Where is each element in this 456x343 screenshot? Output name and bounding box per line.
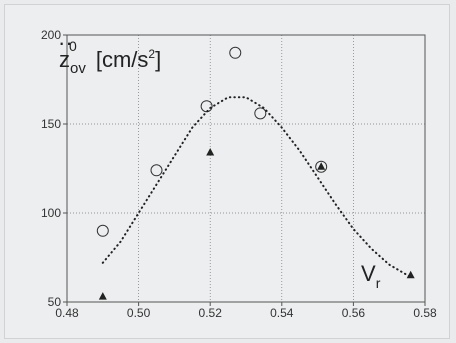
y-axis-label-unit-close: ] [155, 47, 161, 72]
data-point-triangle [406, 270, 415, 279]
y-tick-label: 150 [41, 117, 61, 131]
chart-frame: 0.48 0.50 0.52 0.54 0.56 0.58 50 100 150 200 zov [… [4, 4, 450, 339]
data-point-circle [315, 160, 328, 173]
y-axis-label-superscript: 0 [69, 38, 77, 54]
y-tick-label: 50 [48, 295, 62, 309]
y-tick-label: 200 [41, 28, 61, 42]
y-tick-label: 100 [41, 206, 61, 220]
x-axis-label: Vr [361, 261, 381, 291]
x-tick-label: 0.48 [55, 306, 79, 320]
y-axis-label: zov [cm/s2] [59, 47, 161, 77]
data-point-triangle [317, 162, 326, 170]
chart: 0.48 0.50 0.52 0.54 0.56 0.58 50 100 150 200 zov [… [41, 28, 437, 320]
x-tick-label: 0.58 [413, 306, 437, 320]
x-tick-label: 0.56 [342, 306, 366, 320]
data-point-circle [229, 46, 242, 59]
data-point-triangle [206, 147, 215, 156]
x-axis-label-main: V [361, 261, 376, 286]
y-axis-label-accent: ·· [58, 30, 73, 55]
data-point-circle [96, 224, 109, 237]
y-axis-label-unit-power: 2 [148, 47, 155, 61]
plot-area [66, 34, 426, 303]
data-point-circle [254, 107, 267, 120]
fit-curve-line [101, 96, 412, 279]
data-point-triangle [98, 292, 107, 300]
y-axis-label-subscript: ov [70, 60, 86, 77]
data-point-circle [150, 164, 163, 177]
x-tick-label: 0.50 [127, 306, 151, 320]
y-axis-label-unit: [cm/s [96, 47, 149, 72]
axis-ticks: 0.48 0.50 0.52 0.54 0.56 0.58 50 100 150 200 [41, 28, 437, 320]
data-point-circle [200, 100, 213, 113]
y-axis-label-main: z [59, 47, 70, 72]
x-axis-label-subscript: r [376, 275, 381, 291]
x-tick-label: 0.54 [270, 306, 294, 320]
x-tick-label: 0.52 [199, 306, 223, 320]
data-series [96, 46, 415, 300]
